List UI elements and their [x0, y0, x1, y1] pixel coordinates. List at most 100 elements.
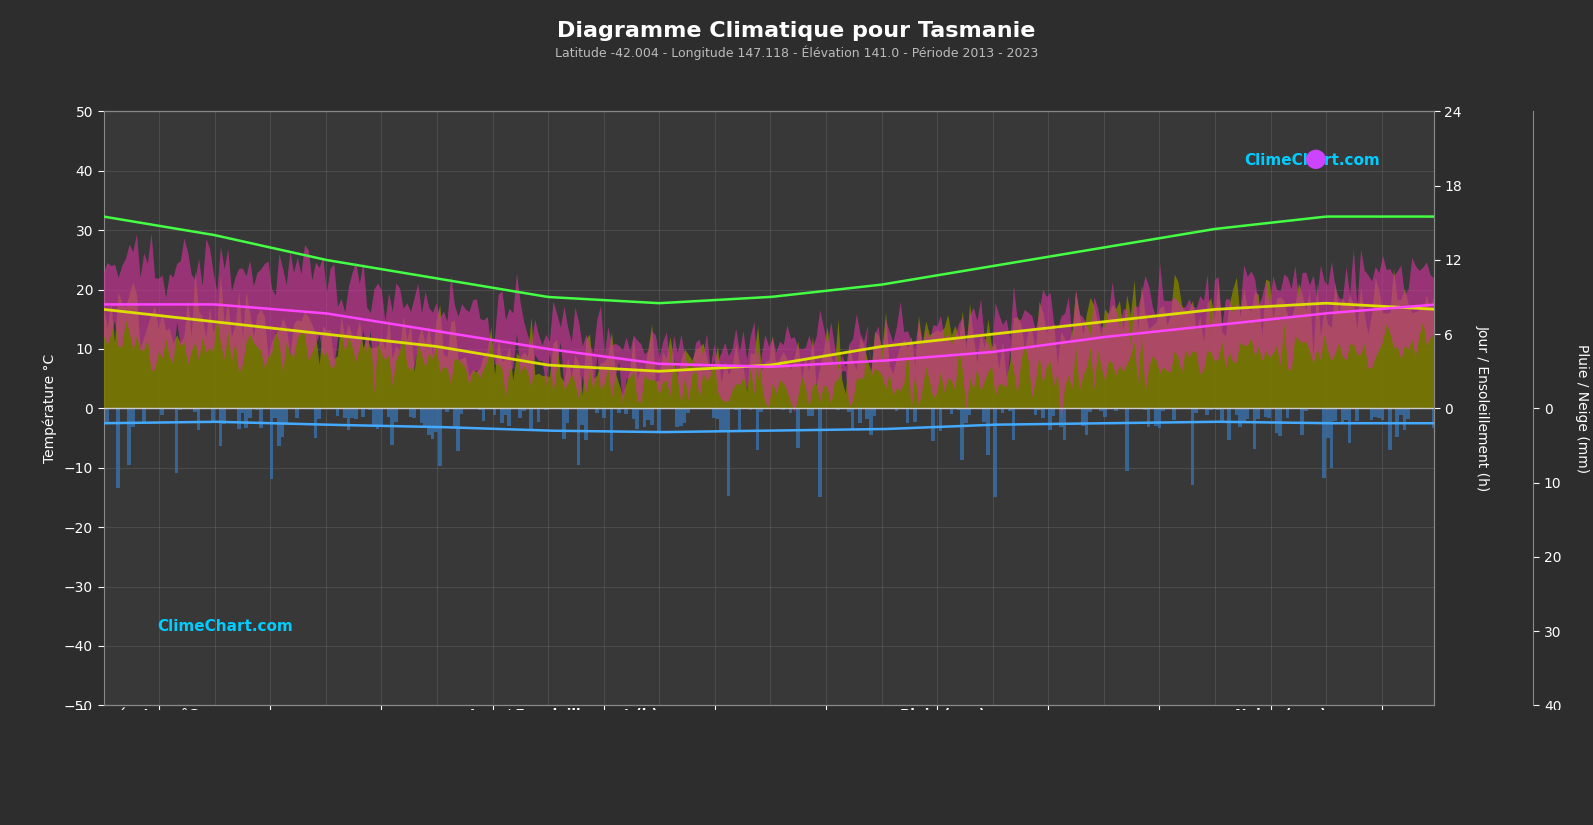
Bar [350, 408, 354, 417]
Bar [362, 408, 365, 417]
Bar [873, 408, 876, 417]
Bar [1125, 408, 1128, 471]
Bar [1206, 408, 1209, 415]
Bar [639, 408, 642, 410]
Bar [1376, 408, 1381, 417]
Bar [266, 408, 269, 409]
Bar [585, 408, 588, 440]
Bar [1051, 408, 1056, 417]
Y-axis label: Température °C: Température °C [43, 354, 57, 463]
Bar [142, 408, 145, 422]
Bar [507, 408, 511, 426]
Bar [481, 408, 486, 421]
Bar [1322, 408, 1325, 478]
Bar [1238, 408, 1243, 427]
Text: ClimeChart.com: ClimeChart.com [1244, 153, 1381, 168]
Bar [413, 408, 416, 417]
Bar [116, 408, 119, 488]
Bar [430, 408, 435, 440]
Text: Soleil par jour: Soleil par jour [499, 757, 585, 771]
Bar [1246, 408, 1249, 418]
Bar [1235, 408, 1238, 415]
Text: — Moyenne mensuelle d'ensoleillement: — Moyenne mensuelle d'ensoleillement [470, 777, 720, 790]
Bar [580, 408, 585, 426]
Bar [280, 408, 285, 436]
Text: Diagramme Climatique pour Tasmanie: Diagramme Climatique pour Tasmanie [558, 21, 1035, 40]
Bar [1373, 408, 1376, 417]
Bar [1037, 408, 1040, 410]
Bar [223, 408, 226, 424]
Bar [1227, 408, 1231, 440]
Bar [961, 408, 964, 460]
Bar [503, 408, 507, 415]
Text: Neige par jour: Neige par jour [1263, 733, 1352, 747]
Bar [373, 408, 376, 426]
Bar [1220, 408, 1223, 422]
Bar [789, 408, 792, 413]
Bar [492, 408, 497, 415]
Bar [196, 408, 201, 431]
Bar [1155, 408, 1158, 427]
Bar [285, 408, 288, 424]
Bar [212, 408, 215, 421]
Bar [870, 408, 873, 435]
Bar [409, 408, 413, 417]
Text: ⬤: ⬤ [1305, 150, 1327, 169]
Bar [1274, 408, 1279, 433]
Bar [723, 408, 726, 431]
Bar [1381, 408, 1384, 420]
Bar [938, 408, 941, 431]
Bar [1012, 408, 1015, 440]
Bar [755, 408, 760, 450]
Bar [1279, 408, 1282, 436]
Text: — Lumière du jour par jour: — Lumière du jour par jour [470, 733, 637, 747]
Text: Plage min / max par jour: Plage min / max par jour [105, 733, 260, 747]
Bar [760, 408, 763, 412]
Bar [932, 408, 935, 441]
Bar [1040, 408, 1045, 418]
Bar [577, 408, 580, 464]
Bar [161, 408, 164, 415]
Bar [438, 408, 441, 466]
Bar [1144, 408, 1147, 411]
Bar [1432, 408, 1435, 428]
Bar [1268, 408, 1271, 418]
Bar [851, 408, 854, 430]
Bar [616, 408, 621, 413]
Text: © ClimeChart.com: © ClimeChart.com [1448, 807, 1553, 817]
Bar [1286, 408, 1289, 418]
Bar [529, 408, 534, 430]
Bar [1082, 408, 1085, 426]
Bar [249, 408, 252, 417]
Bar [906, 408, 910, 422]
Bar [1325, 408, 1330, 438]
Bar [390, 408, 393, 446]
Bar [715, 408, 720, 419]
Bar [518, 408, 523, 418]
Bar [1172, 408, 1176, 420]
Bar [435, 408, 438, 431]
Bar [102, 408, 105, 416]
Bar [1099, 408, 1102, 412]
Bar [647, 408, 650, 420]
Bar [105, 408, 108, 422]
Bar [131, 408, 134, 427]
Bar [368, 408, 373, 410]
Text: Température °C: Température °C [76, 708, 199, 723]
Bar [255, 408, 258, 411]
Text: ClimeChart.com: ClimeChart.com [156, 619, 293, 634]
Bar [566, 408, 569, 423]
Bar [1147, 408, 1150, 427]
Bar [1348, 408, 1351, 443]
Y-axis label: Jour / Ensoleillement (h): Jour / Ensoleillement (h) [1475, 325, 1489, 492]
Text: — Moyenne mensuelle: — Moyenne mensuelle [900, 757, 1042, 771]
Bar [336, 408, 339, 416]
Bar [354, 408, 357, 419]
Bar [1252, 408, 1257, 449]
Bar [1034, 408, 1037, 415]
Bar [913, 408, 916, 422]
Bar [712, 408, 715, 418]
Bar [811, 408, 814, 416]
Bar [452, 408, 456, 427]
Bar [738, 408, 741, 432]
